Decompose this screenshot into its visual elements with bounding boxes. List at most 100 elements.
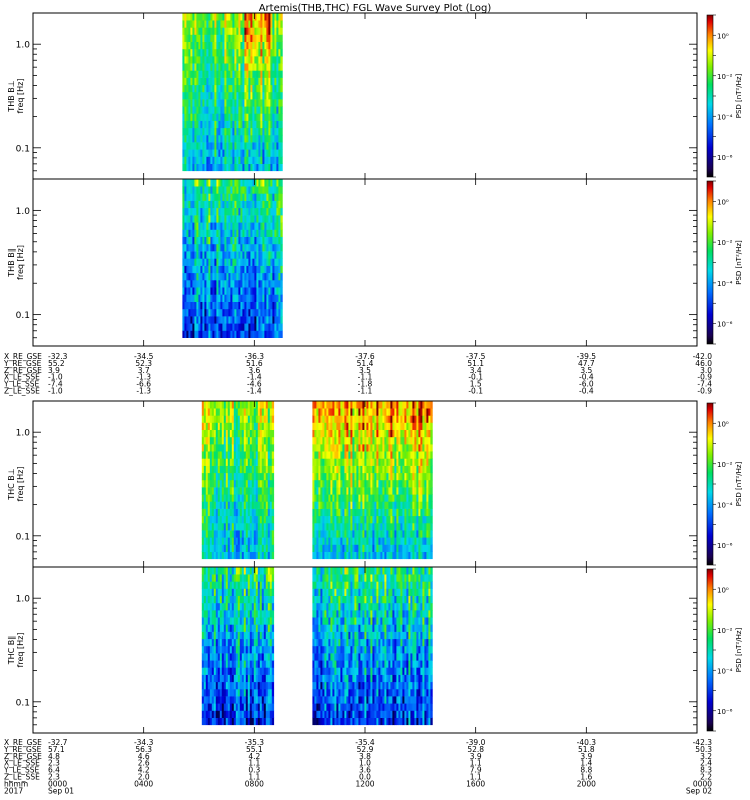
freq-axis-label: freq [Hz]: [16, 633, 25, 668]
ephemeris-value: Sep 01: [48, 786, 74, 795]
thc-ephemeris-table: X_RE_GSE -32.7 -34.3 -35.3 -35.4 -39.0 -40.3 -4…: [3, 738, 712, 795]
freq-tick-label: 1.0: [16, 207, 31, 217]
colorbar: 10⁰ 10⁻² 10⁻⁴ 10⁻⁶ PSD [nT²/Hz]: [706, 402, 743, 566]
ephemeris-value: -0.4: [579, 387, 594, 396]
colorbar-tick-label: 10⁰: [717, 586, 729, 594]
ephemeris-value: -35.4: [355, 738, 375, 747]
ephemeris-value: 51.8: [578, 745, 595, 754]
thb-ephemeris-table: X_RE_GSE -32.3 -34.5 -36.3 -37.6 -37.5 -39.5 -4…: [3, 352, 712, 396]
ephemeris-value: -32.3: [48, 352, 68, 361]
ephemeris-value: -0.1: [468, 373, 483, 382]
ephemeris-value: -1.1: [358, 387, 373, 396]
ephemeris-row-label: X_LE_SSE: [4, 759, 40, 768]
ephemeris-value: 8.8: [580, 766, 592, 775]
ephemeris-value: 46.0: [695, 359, 712, 368]
ephemeris-value: 3.9: [580, 752, 592, 761]
spectrogram-panel-thc-bperp: 1.0 0.1 THC B⊥ freq [Hz] 10⁰ 10⁻² 10⁻⁴ 10⁻⁶ PSD …: [7, 400, 743, 568]
colorbar-tick-label: 10⁰: [717, 420, 729, 428]
colorbar: 10⁰ 10⁻² 10⁻⁴ 10⁻⁶ PSD [nT²/Hz]: [706, 568, 743, 732]
colorbar-tick-label: 10⁻²: [717, 461, 733, 469]
colorbar-tick-label: 10⁻⁶: [717, 708, 733, 716]
spectrogram-panel-thb-bpar: 1.0 0.1 THB B∥ freq [Hz] 10⁰ 10⁻² 10⁻⁴ 10⁻⁶ PSD …: [7, 178, 743, 347]
ephemeris-value: 1.6: [580, 773, 592, 782]
colorbar-tick-label: 10⁻⁶: [717, 321, 733, 329]
ephemeris-value: -1.3: [136, 387, 151, 396]
freq-tick-label: 1.0: [16, 595, 31, 605]
colorbar-tick-label: 10⁰: [717, 32, 729, 40]
ephemeris-value: 56.3: [135, 745, 152, 754]
ephemeris-value: 3.9: [48, 366, 60, 375]
ephemeris-value: -0.1: [468, 387, 483, 396]
ephemeris-row-label: X_LE_SSE: [4, 373, 40, 382]
colorbar-tick-label: 10⁻⁶: [717, 154, 733, 162]
ephemeris-value: -35.3: [245, 738, 265, 747]
ephemeris-row-label: Y_LE_SSE: [3, 380, 40, 389]
ephemeris-value: -1.1: [358, 373, 373, 382]
ephemeris-value: 3.0: [700, 366, 712, 375]
colorbar-tick-label: 10⁻⁴: [717, 501, 733, 509]
ephemeris-value: 1.4: [580, 759, 592, 768]
ephemeris-value: 3.9: [470, 752, 482, 761]
colorbar-tick-label: 10⁰: [717, 198, 729, 206]
plot-title: Artemis(THB,THC) FGL Wave Survey Plot (L…: [259, 3, 492, 14]
ephemeris-value: -1.0: [48, 387, 63, 396]
ephemeris-value: -40.3: [577, 738, 597, 747]
ephemeris-value: 3.6: [359, 766, 371, 775]
ephemeris-value: 0000: [693, 779, 712, 788]
ephemeris-value: 4.8: [48, 752, 60, 761]
ephemeris-value: -39.5: [577, 352, 597, 361]
freq-axis-label: freq [Hz]: [16, 79, 25, 114]
spectrogram-panel-thc-bpar: 1.0 0.1 THC B∥ freq [Hz] 10⁰ 10⁻² 10⁻⁴ 10⁻⁶ PSD …: [7, 566, 743, 734]
ephemeris-row-label: X_RE_GSE: [4, 352, 42, 361]
ephemeris-value: -34.3: [134, 738, 154, 747]
colorbar-label: PSD [nT²/Hz]: [735, 73, 743, 118]
ephemeris-value: -32.7: [48, 738, 68, 747]
ephemeris-value: 2.3: [48, 773, 60, 782]
ephemeris-value: 2.0: [138, 773, 150, 782]
ephemeris-value: 52.9: [357, 745, 374, 754]
ephemeris-value: Sep 02: [686, 786, 712, 795]
colorbar: 10⁰ 10⁻² 10⁻⁴ 10⁻⁶ PSD [nT²/Hz]: [706, 14, 743, 178]
ephemeris-value: 1.1: [248, 773, 260, 782]
ephemeris-value: -7.4: [48, 380, 63, 389]
ephemeris-value: 7.9: [470, 766, 482, 775]
colorbar-tick-label: 10⁻²: [717, 239, 733, 247]
ephemeris-value: -1.0: [48, 373, 63, 382]
ephemeris-value: 3.8: [359, 752, 371, 761]
ephemeris-value: 2000: [577, 779, 596, 788]
ephemeris-value: -1.3: [136, 373, 151, 382]
ephemeris-value: 3.7: [138, 366, 150, 375]
ephemeris-value: -37.6: [355, 352, 375, 361]
ephemeris-value: -0.9: [697, 387, 712, 396]
panel-component-label: THC B∥: [7, 636, 16, 666]
ephemeris-value: 1.1: [248, 759, 260, 768]
ephemeris-value: -1.4: [247, 373, 262, 382]
ephemeris-value: 3.5: [580, 366, 592, 375]
ephemeris-value: 51.6: [246, 359, 263, 368]
panel-frame: [32, 178, 698, 347]
ephemeris-value: 1.0: [359, 759, 371, 768]
ephemeris-value: 1.5: [470, 380, 482, 389]
ephemeris-value: -0.4: [579, 373, 594, 382]
ephemeris-value: 57.1: [48, 745, 65, 754]
ephemeris-value: -0.9: [697, 373, 712, 382]
ephemeris-value: 50.3: [695, 745, 712, 754]
freq-axis: 1.0 0.1: [16, 400, 698, 568]
freq-tick-label: 0.1: [16, 532, 30, 542]
freq-tick-label: 1.0: [16, 41, 31, 51]
ephemeris-row-label: Y_RE_GSE: [3, 359, 42, 368]
ephemeris-row-label: 2017: [4, 786, 23, 795]
colorbar-tick-label: 10⁻⁴: [717, 280, 733, 288]
panel-component-label: THB B∥: [7, 248, 16, 277]
ephemeris-value: 4.2: [248, 752, 260, 761]
ephemeris-value: 3.6: [248, 366, 260, 375]
ephemeris-value: -36.3: [245, 352, 265, 361]
ephemeris-value: 47.7: [578, 359, 595, 368]
colorbar-label: PSD [nT²/Hz]: [735, 627, 743, 672]
colorbar-label: PSD [nT²/Hz]: [735, 240, 743, 285]
ephemeris-value: 1200: [355, 779, 374, 788]
ephemeris-value: 0800: [245, 779, 264, 788]
ephemeris-value: -34.5: [134, 352, 154, 361]
ephemeris-row-label: Z_LE_SSE: [4, 773, 40, 782]
colorbar-label: PSD [nT²/Hz]: [735, 461, 743, 506]
